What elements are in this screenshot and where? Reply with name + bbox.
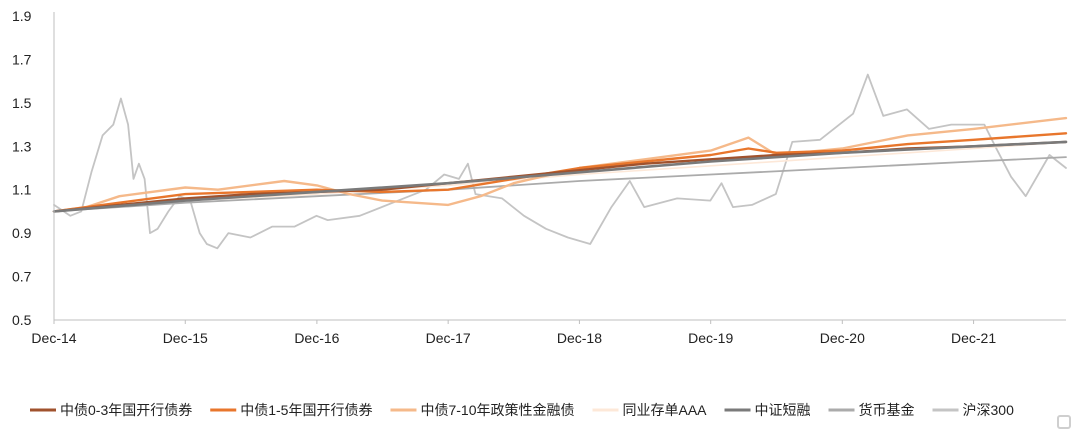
logo-icon	[1057, 415, 1071, 429]
series-line-6	[53, 156, 1067, 213]
x-tick-label: Dec-19	[688, 330, 733, 346]
watermark-logo	[1057, 415, 1074, 429]
legend-item: 中债7-10年政策性金融债	[390, 402, 575, 418]
legend-label: 货币基金	[859, 402, 915, 418]
legend-label: 中债7-10年政策性金融债	[420, 402, 574, 418]
x-tick-label: Dec-17	[426, 330, 471, 346]
y-tick-label: 1.9	[12, 8, 32, 24]
legend-label: 同业存单AAA	[623, 402, 708, 418]
legend-item: 货币基金	[828, 402, 915, 418]
x-tick-label: Dec-21	[951, 330, 996, 346]
x-tick-label: Dec-18	[557, 330, 602, 346]
y-tick-label: 0.9	[12, 225, 32, 241]
series-line-5	[52, 140, 1068, 213]
legend-label: 中债0-3年国开行债券	[60, 402, 192, 418]
y-tick-label: 1.7	[12, 51, 32, 67]
series-lines	[52, 73, 1068, 250]
y-tick-label: 0.7	[12, 269, 32, 285]
y-tick-label: 1.1	[12, 182, 32, 198]
legend-label: 中债1-5年国开行债券	[240, 402, 372, 418]
legend-item: 同业存单AAA	[592, 402, 708, 418]
x-tick-label: Dec-14	[31, 330, 76, 346]
legend-item: 中证短融	[724, 402, 811, 418]
y-tick-label: 1.5	[12, 95, 32, 111]
legend-label: 中证短融	[755, 402, 811, 418]
x-tick-label: Dec-16	[294, 330, 339, 346]
axes: 0.5 0.7 0.9 1.1 1.3 1.5 1.7 1.9 Dec-14 Dec-15 Dec-…	[12, 8, 1066, 346]
legend-item: 沪深300	[932, 402, 1015, 418]
x-tick-label: Dec-15	[163, 330, 208, 346]
x-tick-label: Dec-20	[820, 330, 865, 346]
series-line-7	[53, 73, 1067, 250]
legend-label: 沪深300	[963, 402, 1015, 418]
legend-item: 中债1-5年国开行债券	[210, 402, 372, 418]
y-tick-label: 1.3	[12, 138, 32, 154]
y-tick-label: 0.5	[12, 312, 32, 328]
legend-item: 中债0-3年国开行债券	[30, 402, 192, 418]
legend: 中债0-3年国开行债券 中债1-5年国开行债券 中债7-10年政策性金融债 同业存单A…	[30, 402, 1014, 418]
series-line-2	[52, 132, 1068, 213]
